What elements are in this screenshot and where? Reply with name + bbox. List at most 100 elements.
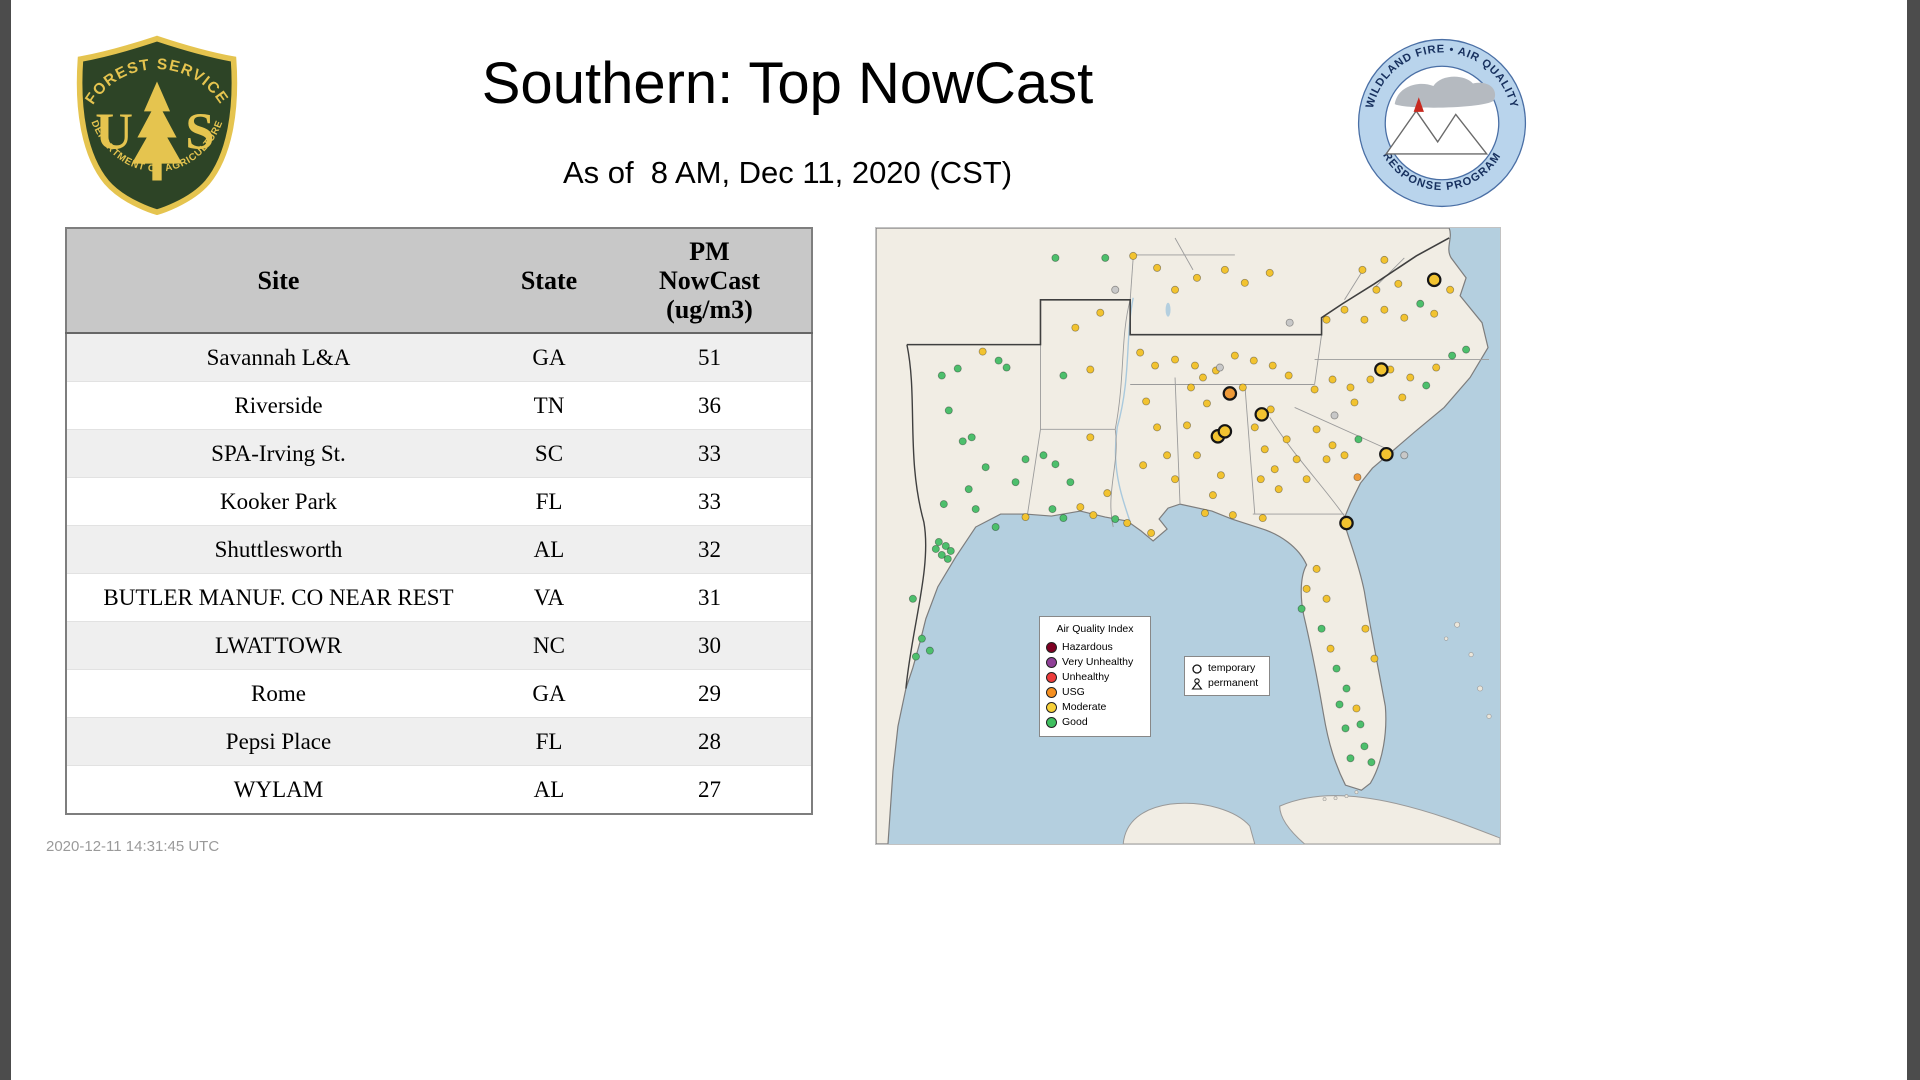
monitor-site-dot [1260,445,1269,454]
monitor-site-dot [1190,361,1199,370]
monitor-site-dot [1394,279,1403,288]
monitor-site-dot [1432,363,1441,372]
monitor-site-dot [1021,513,1030,522]
aqi-legend-label: Moderate [1062,701,1107,713]
monitor-site-dot [1249,356,1258,365]
monitor-site-dot [1350,398,1359,407]
aqi-legend-items: Hazardous Very Unhealthy Unhealthy USG Moder… [1046,640,1144,730]
state-borders [1027,237,1490,528]
aqi-color-dot-icon [1046,657,1057,668]
airfire-ring-icon: WILDLAND FIRE • AIR QUALITY RESPONSE PRO… [1357,38,1527,208]
aqi-legend-item: Very Unhealthy [1046,655,1144,670]
monitor-site-dot [1048,505,1057,514]
monitor-site-dot [943,554,952,563]
monitor-site-dot [1220,265,1229,274]
monitor-site-dot [1171,355,1180,364]
monitor-site-dot [1310,385,1319,394]
table-row: BUTLER MANUF. CO NEAR REST VA 31 [66,573,812,622]
monitor-site-dot [1346,754,1355,763]
temporary-monitor-site-dot [1426,272,1442,288]
monitor-site-dot [1268,361,1277,370]
table-body: Savannah L&A GA 51 Riverside TN 36 SPA-Irving … [66,332,812,814]
monitor-site-dot [1202,399,1211,408]
monitor-site-dot [1111,515,1120,524]
monitor-site-dot [978,347,987,356]
monitor-site-dot [1380,255,1389,264]
monitor-site-dot [1240,278,1249,287]
temporary-monitor-site-dot [1379,446,1394,462]
monitor-site-dot [1153,423,1162,432]
monitor-site-dot [1353,473,1362,482]
symbols-legend: temporary permanent [1184,656,1270,696]
state-cell: AL [490,765,608,814]
monitor-site-dot [1051,460,1060,469]
monitor-dots-layer [908,251,1471,767]
monitor-site-dot [1101,253,1110,262]
site-cell: SPA-Irving St. [66,429,490,478]
monitor-site-dot [937,550,946,559]
aqi-legend-label: Unhealthy [1062,671,1110,683]
pm-cell: 32 [608,525,812,574]
monitor-site-dot [1380,305,1389,314]
monitor-site-dot [1187,383,1195,392]
monitor-site-dot [953,364,962,373]
table-row: SPA-Irving St. SC 33 [66,429,812,478]
aqi-map: Air Quality Index Hazardous Very Unhealth… [875,227,1501,845]
permanent-label: permanent [1208,677,1259,689]
page-title: Southern: Top NowCast [481,51,1094,116]
monitor-site-dot [1328,441,1337,450]
site-cell: Riverside [66,381,490,430]
pm-cell: 30 [608,621,812,670]
temporary-circle-icon [1192,663,1202,674]
monitor-site-dot [1266,405,1275,414]
pm-cell: 51 [608,332,812,382]
monitor-site-dot [967,433,976,442]
state-cell: AL [490,525,608,574]
monitor-site-dot [1142,397,1151,406]
monitor-site-dot [1356,720,1365,729]
monitor-site-dot [911,652,920,661]
monitor-site-dot [1153,263,1162,272]
table-row: Shuttlesworth AL 32 [66,525,812,574]
aqi-legend-label: USG [1062,686,1085,698]
monitor-site-dot [1051,253,1060,262]
monitor-site-dot [1342,684,1351,693]
monitor-site-dot [1302,475,1311,484]
site-cell: WYLAM [66,765,490,814]
table-row: Riverside TN 36 [66,381,812,430]
map-svg [876,228,1500,844]
column-header-pm-nowcast: PM NowCast (ug/m3) [608,228,812,334]
monitor-site-dot [1430,309,1439,318]
monitor-site-dot [1282,435,1291,444]
temporary-monitor-site-dot [1374,362,1389,377]
temporary-monitor-site-dot [1222,386,1238,401]
monitor-site-dot [971,505,980,514]
monitor-site-dot [994,356,1003,365]
monitor-site-dot [958,437,967,446]
forest-service-shield-icon: FOREST SERVICE U S DEPARTMENT OF AGRICUL… [76,35,238,216]
monitor-site-dot [1274,485,1283,494]
pm-cell: 31 [608,573,812,622]
monitor-site-dot [1250,423,1259,432]
state-cell: NC [490,621,608,670]
aqi-legend-item: USG [1046,685,1144,700]
monitor-site-dot [1123,519,1132,528]
flame-icon [1413,97,1424,112]
monitor-site-dot [1136,348,1145,357]
aqi-color-dot-icon [1046,687,1057,698]
svg-text:U: U [95,103,133,161]
aqi-legend-item: Hazardous [1046,640,1144,655]
page-subtitle: As of 8 AM, Dec 11, 2020 (CST) [562,155,1013,190]
cuba-land [1279,795,1500,844]
column-header-state: State [490,228,608,334]
monitor-site-dot [1011,478,1020,487]
site-cell: LWATTOWR [66,621,490,670]
site-cell: Rome [66,669,490,718]
monitor-site-dot [1422,381,1431,390]
monitor-site-dot [981,463,990,472]
monitor-site-dot [1322,315,1331,324]
monitor-site-dot [1039,451,1048,460]
monitor-site-dot [1059,514,1068,523]
temporary-monitor-site-dot [1217,424,1233,439]
monitor-site-dot [917,634,926,643]
